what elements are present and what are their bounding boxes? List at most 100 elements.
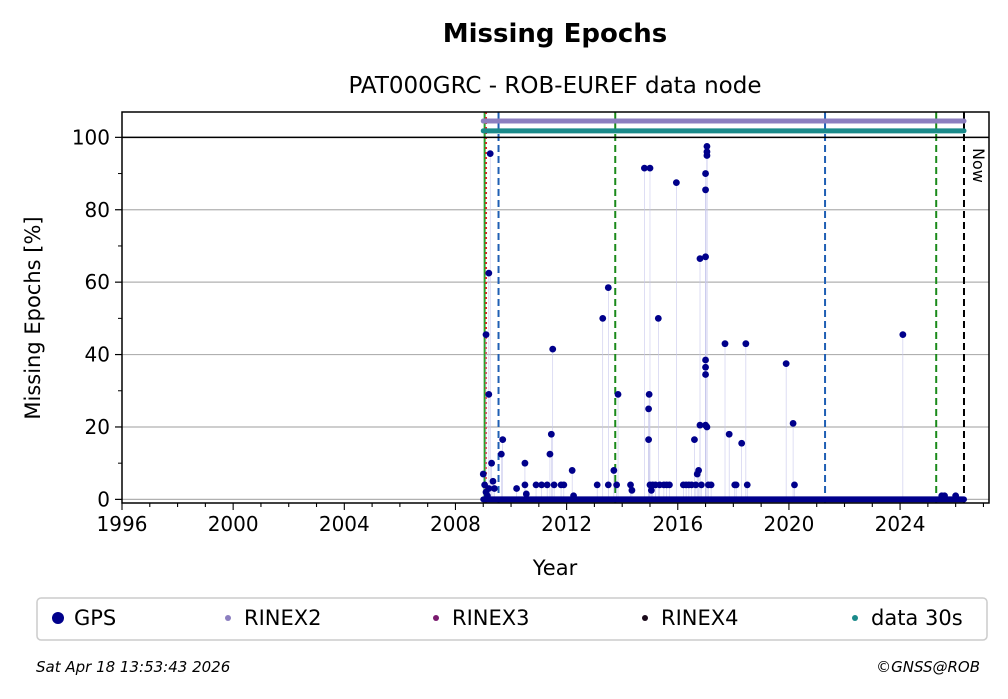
data-point (702, 253, 709, 261)
data-point (645, 390, 653, 398)
data-point (610, 467, 618, 474)
data-point (482, 331, 490, 339)
chart-title: Missing Epochs (443, 19, 667, 49)
data-point (522, 490, 530, 498)
y-tick-label: 100 (72, 125, 110, 149)
data-point (568, 467, 576, 474)
data-stems (482, 146, 904, 500)
data-point (627, 481, 634, 489)
y-tick-label: 80 (85, 198, 110, 222)
data-point (725, 430, 733, 438)
data-point (521, 481, 529, 489)
data-point (952, 492, 960, 500)
data-point (743, 481, 751, 489)
event-lines (483, 112, 965, 503)
data-point (791, 481, 798, 489)
data-point (721, 340, 729, 348)
x-tick-label: 2000 (208, 512, 259, 536)
x-tick-label: 2008 (430, 512, 481, 536)
data-point (549, 345, 557, 353)
data-point (899, 331, 907, 339)
data-point (604, 481, 612, 489)
data-point (599, 314, 607, 322)
data-point (646, 164, 654, 172)
data-point (691, 436, 698, 444)
now-label: Now (969, 148, 988, 183)
x-axis-ticks: 1996 2000 2004 2008 2012 2016 2020 2024 (97, 503, 984, 536)
x-tick-label: 1996 (97, 512, 148, 536)
data-point (742, 340, 750, 348)
legend-marker (433, 615, 439, 621)
y-tick-label: 20 (85, 415, 110, 439)
data-point (672, 179, 680, 186)
data-point (485, 485, 493, 492)
x-tick-label: 2012 (541, 512, 592, 536)
data-point (613, 481, 621, 489)
data-point (488, 459, 495, 467)
data-point (692, 481, 700, 489)
x-tick-label: 2020 (763, 512, 814, 536)
data-point (479, 470, 487, 478)
legend-marker (852, 615, 858, 621)
data-points (479, 142, 967, 503)
data-point (702, 371, 709, 378)
data-point (732, 481, 740, 489)
data-point (497, 450, 505, 458)
data-point (702, 363, 709, 371)
y-tick-label: 60 (85, 270, 110, 294)
data-point (485, 269, 493, 277)
data-point (703, 423, 711, 431)
x-tick-label: 2024 (875, 512, 926, 536)
data-point (485, 390, 493, 398)
data-point (654, 314, 662, 322)
data-point (703, 148, 711, 156)
data-point (696, 255, 704, 263)
legend-label: RINEX2 (244, 606, 322, 630)
data-point (486, 150, 494, 158)
data-point (789, 419, 797, 427)
data-point (484, 492, 491, 500)
data-point (647, 486, 655, 494)
legend-marker (225, 615, 231, 621)
data-point (702, 356, 709, 364)
data-point (645, 436, 652, 444)
data-point (543, 481, 551, 489)
data-point (738, 439, 746, 447)
legend: GPS RINEX2 RINEX3 RINEX4 data 30s (36, 597, 988, 641)
data-point (696, 421, 704, 429)
legend-label: RINEX4 (661, 606, 739, 630)
data-point (697, 481, 705, 489)
data-point (666, 481, 673, 489)
data-point (550, 481, 558, 489)
data-point (489, 477, 497, 485)
grid-lines (122, 136, 989, 500)
y-tick-label: 40 (85, 343, 110, 367)
data-point (513, 485, 520, 492)
data-point (703, 142, 711, 150)
plot-frame (121, 111, 990, 504)
data-point (499, 436, 507, 444)
data-point (702, 186, 709, 194)
data-point (560, 481, 568, 489)
footer-copyright: ©GNSS@ROB (876, 658, 980, 676)
data-point (538, 481, 546, 489)
data-point (645, 405, 652, 413)
x-axis-label: Year (532, 556, 578, 580)
legend-label: data 30s (871, 606, 963, 630)
data-point (490, 485, 498, 492)
data-point (570, 492, 577, 500)
x-tick-label: 2004 (319, 512, 370, 536)
data-point (593, 481, 601, 489)
data-point (702, 170, 709, 177)
legend-label: GPS (74, 606, 116, 630)
data-point (641, 164, 648, 172)
y-axis-label: Missing Epochs [%] (21, 216, 45, 419)
legend-box (36, 597, 988, 641)
data-point (521, 459, 529, 467)
y-tick-label: 0 (97, 487, 110, 511)
data-point (628, 486, 636, 494)
chart-subtitle: PAT000GRC - ROB-EUREF data node (348, 73, 761, 99)
x-tick-label: 2016 (652, 512, 703, 536)
data-point (614, 390, 622, 398)
